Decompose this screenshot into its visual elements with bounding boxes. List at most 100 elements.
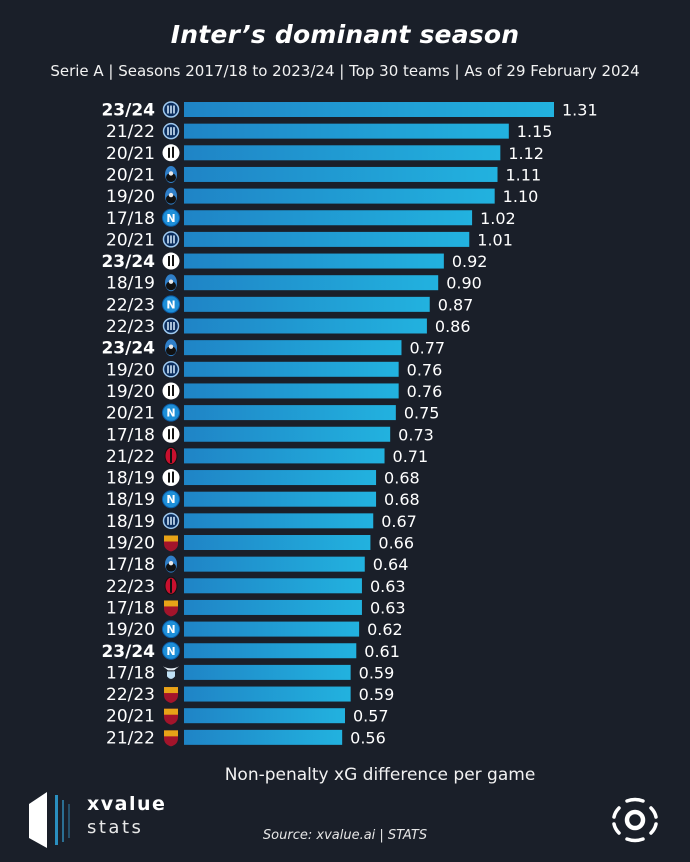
bar (184, 102, 554, 117)
value-label: 0.59 (359, 663, 395, 682)
value-label: 0.71 (393, 447, 429, 466)
season-label: 23/24 (101, 252, 155, 272)
juventus-crest-icon (162, 469, 180, 487)
bar (184, 210, 473, 226)
season-label: 18/19 (106, 469, 155, 489)
value-label: 0.63 (370, 577, 406, 596)
bar-row: 18/19 N 0.68 (106, 490, 420, 510)
roma-crest-icon (164, 535, 178, 552)
napoli-crest-icon: N (162, 490, 180, 509)
bar (184, 383, 399, 399)
value-label: 0.56 (350, 728, 386, 747)
value-label: 0.66 (378, 534, 414, 553)
x-axis-label: Non-penalty xG difference per game (224, 765, 536, 785)
season-label: 17/18 (106, 598, 155, 618)
svg-text:N: N (166, 298, 175, 311)
bar-row: 21/22 0.56 (106, 728, 386, 748)
value-label: 0.87 (438, 295, 474, 314)
inter-crest-icon (162, 512, 180, 530)
juventus-crest-icon (162, 252, 180, 270)
svg-text:N: N (166, 493, 175, 506)
napoli-crest-icon: N (162, 403, 180, 422)
bar (184, 145, 501, 161)
bar (184, 405, 396, 421)
value-label: 0.67 (381, 512, 417, 531)
brand-subname: stats (87, 817, 144, 838)
value-label: 0.76 (407, 382, 443, 401)
roma-crest-icon (164, 687, 178, 704)
bar-row: 19/20 N 0.62 (106, 620, 403, 640)
bar-row: 22/23 N 0.87 (106, 295, 473, 315)
bar (184, 491, 377, 507)
season-label: 18/19 (106, 274, 155, 294)
svg-text:N: N (166, 645, 175, 658)
value-label: 0.92 (452, 252, 488, 271)
inter-crest-icon (162, 361, 180, 378)
bar-row: 23/24 N 0.61 (101, 641, 400, 662)
league-ball-logo (612, 797, 658, 843)
bar (184, 664, 351, 680)
season-label: 19/20 (106, 382, 155, 402)
bar (184, 708, 345, 724)
atalanta-crest-icon (165, 339, 177, 357)
bar-row: 17/18 0.59 (106, 663, 394, 683)
napoli-crest-icon: N (162, 620, 180, 639)
juventus-crest-icon (162, 144, 180, 162)
value-label: 0.64 (373, 555, 409, 574)
season-label: 23/24 (101, 101, 155, 121)
bar-row: 19/20 0.76 (106, 382, 442, 402)
bar-row: 22/23 0.86 (106, 317, 471, 337)
season-label: 23/24 (101, 339, 155, 359)
season-label: 17/18 (106, 425, 155, 445)
season-label: 21/22 (106, 447, 155, 467)
value-label: 0.68 (384, 469, 420, 488)
inter-crest-icon (162, 122, 180, 140)
bar-row: 19/20 0.66 (106, 534, 414, 554)
bar-row: 20/21 0.57 (106, 707, 389, 727)
bar-row: 21/22 1.15 (106, 122, 552, 142)
bar (184, 318, 427, 334)
bar-row: 22/23 0.59 (106, 685, 394, 705)
bar-row: 19/20 1.10 (106, 187, 538, 207)
bar (184, 470, 377, 486)
atalanta-crest-icon (165, 274, 177, 292)
bar-row: 20/21 1.01 (106, 230, 513, 250)
bar (184, 621, 360, 637)
season-label: 20/21 (106, 404, 155, 424)
season-label: 21/22 (106, 122, 155, 142)
value-label: 0.68 (384, 490, 420, 509)
bar (184, 643, 357, 659)
bar-row: 17/18 N 1.02 (106, 208, 516, 229)
season-label: 22/23 (106, 577, 155, 597)
svg-text:N: N (166, 212, 175, 225)
bar-row: 17/18 0.63 (106, 598, 406, 618)
bar-row: 20/21 N 0.75 (106, 403, 440, 424)
inter-crest-icon (162, 317, 180, 335)
season-label: 19/20 (106, 620, 155, 640)
milan-crest-icon (164, 576, 178, 595)
value-label: 0.73 (398, 425, 434, 444)
bar (184, 188, 495, 204)
value-label: 0.63 (370, 598, 406, 617)
bar (184, 166, 498, 182)
napoli-crest-icon: N (162, 641, 180, 660)
bar (184, 296, 430, 312)
bar (184, 513, 374, 529)
bar (184, 253, 444, 269)
bar (184, 556, 365, 572)
value-label: 0.75 (404, 404, 440, 423)
season-label: 22/23 (106, 685, 155, 705)
inter-crest-icon (162, 231, 180, 248)
season-label: 19/20 (106, 534, 155, 554)
value-label: 1.01 (477, 230, 513, 249)
atalanta-crest-icon (165, 165, 177, 183)
bar-row: 19/20 0.76 (106, 360, 442, 380)
season-label: 20/21 (106, 707, 155, 727)
value-label: 0.59 (359, 685, 395, 704)
bar-row: 22/23 0.63 (106, 576, 406, 597)
bar (184, 275, 439, 291)
value-label: 1.31 (562, 101, 598, 120)
bar-chart: 23/24 1.31 21/22 1.15 20/21 1.12 20/21 1.11 19/2… (101, 101, 598, 749)
season-label: 20/21 (106, 144, 155, 164)
bar (184, 231, 470, 247)
